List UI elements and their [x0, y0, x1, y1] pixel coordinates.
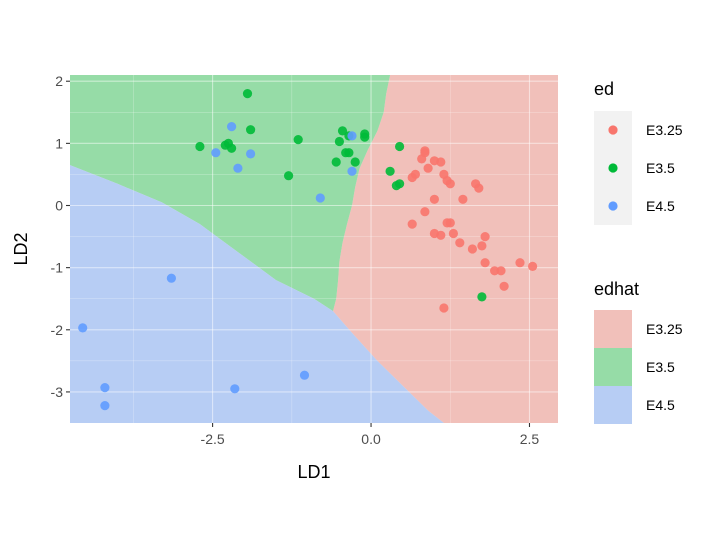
point-e3-5 [360, 132, 370, 142]
point-e3-25 [439, 169, 449, 179]
point-e4-5 [299, 370, 310, 380]
point-e3-25 [429, 156, 439, 166]
y-tick-label: 2 [55, 73, 63, 89]
point-e3-25 [445, 218, 455, 228]
legend-region-key [594, 310, 632, 348]
point-e4-5 [211, 148, 221, 158]
legend-region-label: E4.5 [646, 397, 675, 413]
legend-points: ed E3.25 E3.5 E4.5 [594, 79, 683, 225]
point-e3-25 [429, 194, 439, 204]
point-e3-25 [474, 183, 484, 193]
x-tick-label: 0.0 [361, 431, 381, 447]
legend-region-key [594, 386, 632, 424]
legend-point-key [608, 201, 618, 211]
point-e3-5 [391, 181, 401, 191]
point-e3-25 [480, 232, 490, 242]
region-e3-25 [333, 75, 558, 423]
legend-point-label: E3.5 [646, 160, 675, 176]
point-e3-25 [490, 266, 500, 276]
point-e3-5 [331, 157, 341, 167]
point-e4-5 [227, 122, 237, 132]
x-axis: -2.5 0.0 2.5 [201, 423, 540, 447]
point-e3-5 [242, 89, 253, 99]
x-tick-label: 2.5 [520, 431, 540, 447]
point-e3-25 [420, 207, 430, 217]
point-e3-25 [515, 258, 525, 268]
point-e4-5 [347, 166, 357, 176]
point-e3-25 [407, 219, 417, 229]
y-tick-label: 1 [55, 135, 63, 151]
point-e3-5 [337, 126, 348, 136]
x-tick-label: -2.5 [201, 431, 225, 447]
point-e3-5 [227, 143, 237, 153]
point-e4-5 [315, 193, 325, 203]
legend-regions-title: edhat [594, 279, 639, 299]
point-e4-5 [230, 384, 240, 394]
decision-regions [70, 75, 558, 423]
legend-point-key [608, 125, 618, 135]
point-e3-25 [467, 244, 477, 254]
point-e3-5 [293, 135, 303, 145]
point-e3-25 [448, 228, 458, 239]
legend-region-label: E3.5 [646, 359, 675, 375]
point-e3-5 [385, 166, 395, 176]
point-e3-5 [344, 148, 354, 158]
point-e3-25 [420, 146, 430, 156]
y-tick-label: -3 [51, 384, 64, 400]
y-axis-title: LD2 [11, 232, 31, 265]
point-e3-25 [496, 266, 506, 276]
legend-region-key [594, 348, 632, 386]
point-e3-5 [350, 157, 360, 167]
point-e3-25 [439, 303, 449, 313]
y-axis: -3 -2 -1 0 1 2 [51, 73, 70, 400]
point-e3-25 [480, 258, 490, 268]
legend-point-label: E3.25 [646, 122, 683, 138]
point-e4-5 [246, 149, 256, 159]
plot-panel [70, 75, 558, 423]
point-e3-5 [334, 136, 344, 147]
legend-region-label: E3.25 [646, 321, 683, 337]
point-e3-25 [423, 163, 433, 173]
point-e4-5 [347, 131, 357, 141]
point-e3-25 [458, 194, 468, 204]
region-e4-5 [70, 165, 444, 423]
x-axis-title: LD1 [297, 462, 330, 482]
data-points [78, 89, 538, 411]
y-tick-label: 0 [55, 198, 63, 214]
legend-regions: edhat E3.25 E3.5 E4.5 [594, 279, 683, 424]
point-e4-5 [100, 383, 110, 393]
point-e3-25 [528, 261, 538, 271]
point-e3-25 [407, 172, 417, 183]
point-e3-25 [455, 238, 465, 248]
point-e3-5 [284, 171, 294, 181]
point-e3-5 [195, 141, 205, 152]
point-e3-25 [477, 241, 487, 251]
point-e3-25 [445, 179, 455, 189]
y-tick-label: -1 [51, 260, 64, 276]
point-e3-5 [395, 141, 405, 152]
legend-points-title: ed [594, 79, 614, 99]
point-e4-5 [100, 401, 110, 411]
point-e3-5 [477, 292, 487, 302]
point-e3-25 [436, 230, 446, 240]
point-e4-5 [166, 273, 176, 283]
legend-point-key [608, 163, 618, 173]
point-e3-5 [246, 125, 256, 135]
point-e3-25 [499, 281, 509, 291]
y-tick-label: -2 [51, 322, 64, 338]
point-e4-5 [233, 163, 243, 173]
legend-point-label: E4.5 [646, 198, 675, 214]
grid-lines [70, 75, 558, 423]
region-e3-5 [70, 75, 391, 312]
point-e4-5 [78, 323, 88, 333]
point-e3-25 [417, 154, 427, 164]
